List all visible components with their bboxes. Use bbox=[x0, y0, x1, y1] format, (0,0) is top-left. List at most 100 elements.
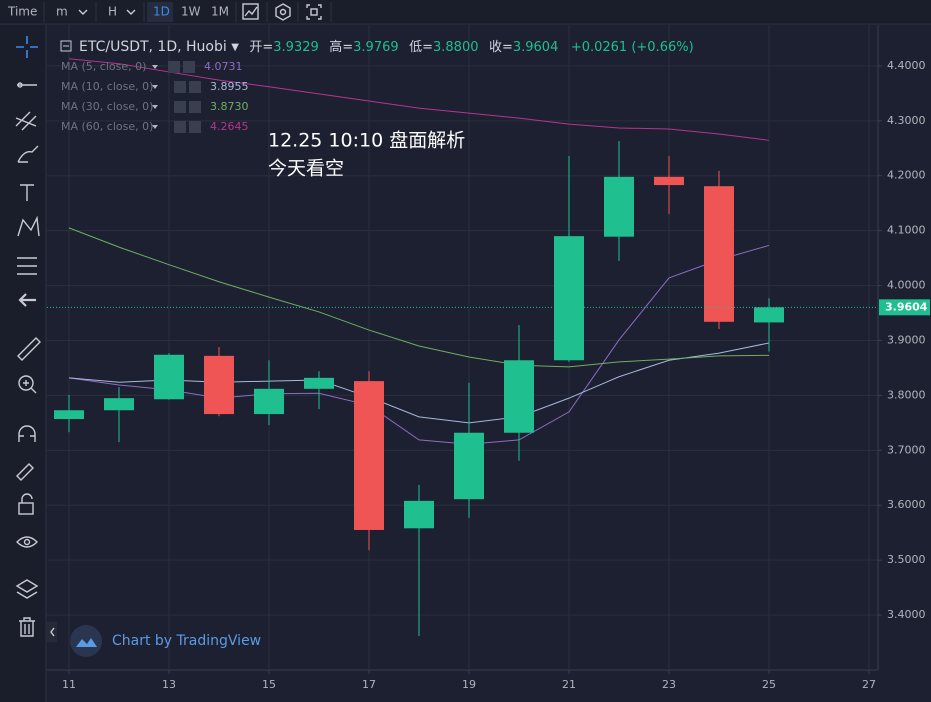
y-tick-label: 4.0000 bbox=[887, 279, 926, 292]
chart-type-button[interactable] bbox=[242, 3, 259, 20]
change-label: +0.0261 (+0.66%) bbox=[571, 40, 694, 55]
candle-body bbox=[54, 410, 84, 420]
zoom-tool[interactable] bbox=[18, 375, 37, 394]
ma-legend-value: 4.0731 bbox=[204, 60, 243, 73]
collapse-legend[interactable] bbox=[60, 40, 72, 52]
x-tick-label: 21 bbox=[562, 678, 576, 691]
ma-remove-button[interactable] bbox=[189, 121, 201, 133]
x-tick-label: 15 bbox=[262, 678, 276, 691]
ma-legend-value: 3.8955 bbox=[210, 80, 249, 93]
watermark[interactable]: Chart by TradingView bbox=[112, 633, 261, 649]
y-tick-label: 4.2000 bbox=[887, 169, 926, 182]
time-button[interactable]: Time bbox=[7, 5, 37, 19]
ohlc-label: 收= bbox=[489, 40, 513, 55]
y-tick-label: 4.4000 bbox=[887, 59, 926, 72]
x-tick-label: 25 bbox=[762, 678, 776, 691]
ma-line bbox=[68, 342, 770, 424]
candle-body bbox=[504, 360, 534, 433]
interval-button[interactable]: 1D bbox=[153, 5, 170, 19]
layers-tool[interactable] bbox=[15, 579, 39, 599]
candle-body bbox=[654, 176, 684, 186]
ohlc-label: 开= bbox=[249, 40, 273, 55]
candle-body bbox=[404, 500, 434, 529]
candle-body bbox=[554, 236, 584, 361]
back-arrow[interactable] bbox=[18, 293, 36, 307]
ma-settings-button[interactable] bbox=[174, 101, 186, 113]
left-toolbar bbox=[0, 25, 46, 702]
screenshot-button[interactable] bbox=[306, 4, 322, 20]
y-tick-label: 3.6000 bbox=[887, 498, 926, 511]
ma-remove-button[interactable] bbox=[189, 81, 201, 93]
pattern-tool[interactable] bbox=[17, 215, 40, 237]
y-tick-label: 3.7000 bbox=[887, 443, 926, 456]
x-tick-label: 27 bbox=[862, 678, 876, 691]
ma-settings-button[interactable] bbox=[174, 121, 186, 133]
candle-body bbox=[354, 381, 384, 530]
y-tick-label: 3.4000 bbox=[887, 608, 926, 621]
y-tick-label: 3.8000 bbox=[887, 388, 926, 401]
candle-body bbox=[304, 377, 334, 389]
symbol-title: ETC/USDT, 1D, Huobi bbox=[79, 39, 227, 55]
dropdown-caret[interactable] bbox=[152, 105, 158, 109]
ohlc-label: 高= bbox=[329, 39, 353, 55]
y-tick-label: 4.1000 bbox=[887, 224, 926, 237]
collapse-button[interactable] bbox=[47, 622, 57, 642]
magnet-tool[interactable] bbox=[18, 425, 36, 442]
ma-line bbox=[68, 58, 770, 141]
x-tick-label: 17 bbox=[362, 678, 376, 691]
last-price-tag bbox=[879, 299, 930, 316]
grid bbox=[47, 25, 878, 670]
ohlc-value: 3.9604 bbox=[513, 40, 559, 55]
header: ETC/USDT, 1D, Huobi ▼ 开=3.9329 高=3.9769 … bbox=[79, 39, 694, 56]
candle-body bbox=[204, 355, 234, 415]
ma-remove-button[interactable] bbox=[183, 61, 195, 73]
dropdown-caret[interactable] bbox=[152, 125, 158, 129]
delete-tool[interactable] bbox=[19, 617, 35, 637]
interval-button[interactable]: H bbox=[108, 5, 117, 19]
candle-body bbox=[754, 307, 784, 323]
parallel-tool[interactable] bbox=[15, 111, 37, 131]
fib-tool[interactable] bbox=[17, 257, 37, 275]
annotation: 今天看空 bbox=[268, 158, 344, 180]
ma-legend-value: 4.2645 bbox=[210, 120, 249, 133]
crosshair-tool[interactable] bbox=[16, 36, 38, 58]
ohlc-value: 3.8800 bbox=[433, 40, 479, 55]
dropdown-caret[interactable] bbox=[152, 85, 158, 89]
x-tick-label: 23 bbox=[662, 678, 676, 691]
interval-button[interactable]: 1W bbox=[181, 5, 201, 19]
text-tool[interactable] bbox=[20, 184, 34, 201]
settings-button[interactable] bbox=[275, 3, 291, 21]
lock-tool[interactable] bbox=[18, 493, 34, 515]
ma-line bbox=[68, 244, 770, 445]
ohlc-value: 3.9769 bbox=[353, 40, 399, 55]
interval-button[interactable]: m bbox=[56, 5, 68, 19]
visibility-tool[interactable] bbox=[16, 536, 38, 548]
dropdown-caret[interactable]: ▼ bbox=[231, 42, 239, 53]
x-tick-label: 11 bbox=[62, 678, 76, 691]
candle-body bbox=[104, 398, 134, 411]
dropdown-caret[interactable] bbox=[126, 9, 136, 15]
dropdown-caret[interactable] bbox=[152, 65, 158, 69]
x-tick-label: 13 bbox=[162, 678, 176, 691]
ma-settings-button[interactable] bbox=[168, 61, 180, 73]
annotation: 12.25 10:10 盘面解析 bbox=[268, 130, 465, 152]
candle-body bbox=[704, 186, 734, 322]
lock-drawing-tool[interactable] bbox=[16, 463, 34, 481]
top-toolbar bbox=[0, 0, 931, 24]
watermark-logo[interactable] bbox=[70, 625, 102, 657]
brush-tool[interactable] bbox=[17, 145, 39, 163]
measure-tool[interactable] bbox=[17, 337, 41, 361]
ma-settings-button[interactable] bbox=[174, 81, 186, 93]
ma-legend-value: 3.8730 bbox=[210, 100, 249, 113]
ma-legend-name: MA (60, close, 0) bbox=[61, 120, 153, 133]
interval-button[interactable]: 1M bbox=[211, 5, 229, 19]
ma-legend: MA (5, close, 0) 4.0731 MA (10, close, 0) 3… bbox=[61, 60, 249, 133]
ma-remove-button[interactable] bbox=[189, 101, 201, 113]
ma-line bbox=[68, 227, 770, 368]
last-price-label: 3.9604 bbox=[885, 300, 928, 313]
ma-legend-name: MA (10, close, 0) bbox=[61, 80, 153, 93]
dropdown-caret[interactable] bbox=[78, 9, 88, 15]
line-tool[interactable] bbox=[17, 82, 37, 88]
